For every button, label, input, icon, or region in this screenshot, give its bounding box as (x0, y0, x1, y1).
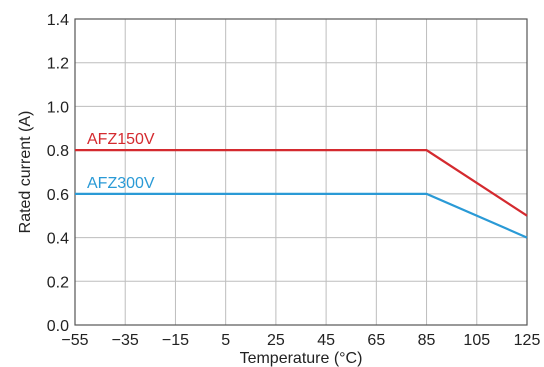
series-lines: AFZ150V AFZ300V (75, 131, 528, 239)
x-tick-label: −35 (112, 332, 139, 349)
x-tick-label: 85 (418, 332, 436, 349)
x-tick-label: 125 (514, 332, 541, 349)
y-tick-label: 1.0 (47, 99, 69, 116)
series-line-afz300v (75, 192, 528, 239)
y-tick-label: 0.6 (47, 187, 69, 204)
x-tick-label: −55 (61, 332, 88, 349)
x-tick-label: 5 (221, 332, 230, 349)
y-tick-label: 0.4 (47, 231, 69, 248)
y-tick-label: 0.8 (47, 143, 69, 160)
y-tick-label: 0.0 (47, 318, 69, 335)
y-tick-label: 0.2 (47, 274, 69, 291)
series-line-afz150v (75, 149, 528, 217)
x-tick-label: 45 (317, 332, 335, 349)
x-tick-label: 105 (463, 332, 490, 349)
x-tick-label: 25 (267, 332, 285, 349)
y-tick-label: 1.2 (47, 56, 69, 73)
x-tick-labels: −55 −35 −15 5 25 45 65 85 105 125 (61, 332, 540, 349)
plot-frame (74, 18, 528, 326)
series-label: AFZ150V (87, 131, 155, 148)
x-axis-label: Temperature (°C) (240, 350, 363, 367)
x-tick-label: 65 (367, 332, 385, 349)
y-axis-label: Rated current (A) (17, 111, 34, 234)
series-label: AFZ300V (87, 175, 155, 192)
x-tick-label: −15 (162, 332, 189, 349)
y-tick-labels: 0.0 0.2 0.4 0.6 0.8 1.0 1.2 1.4 (47, 12, 69, 335)
y-tick-label: 1.4 (47, 12, 69, 29)
